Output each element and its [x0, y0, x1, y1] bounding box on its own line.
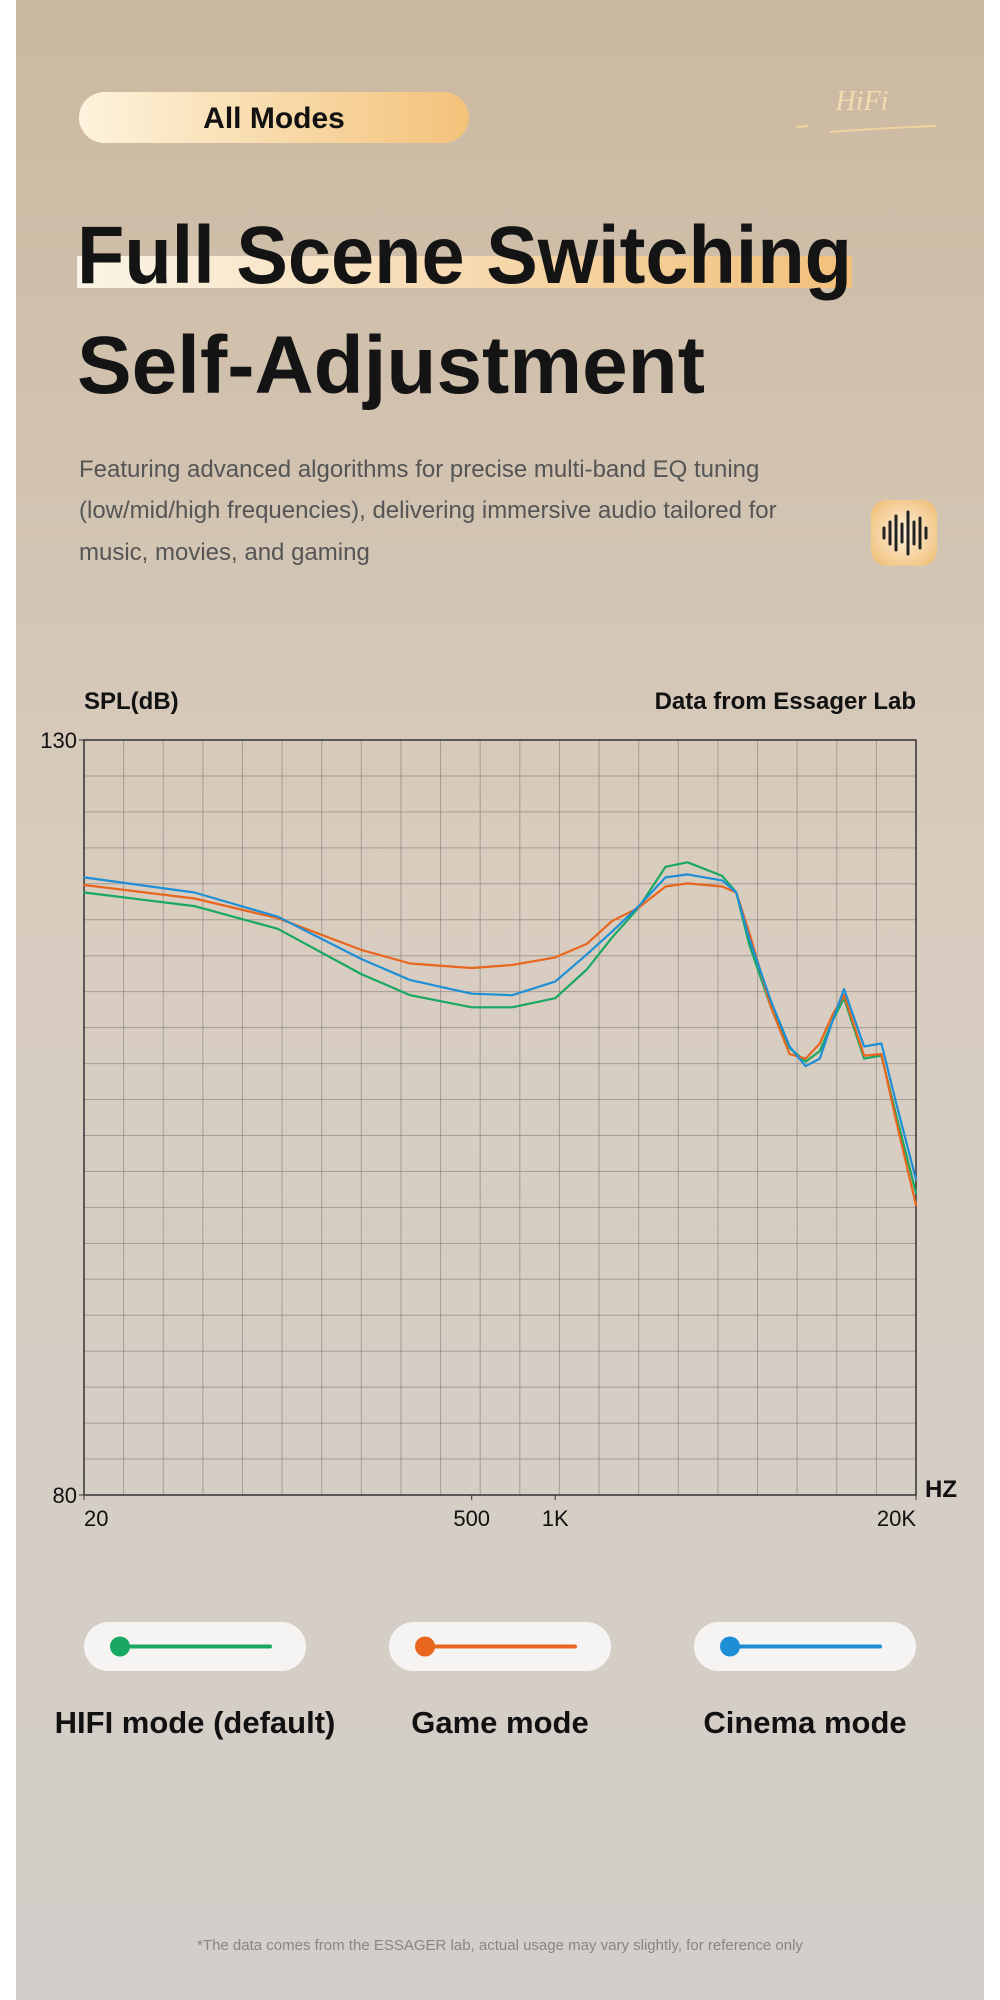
x-tick-label: 500 [453, 1506, 490, 1531]
legend-label: HIFI mode (default) [55, 1705, 336, 1740]
y-tick-label: 80 [53, 1483, 77, 1508]
logo: HiFi [835, 86, 889, 117]
series-line [82, 873, 918, 1181]
icon-background [871, 500, 937, 566]
legend-label: Cinema mode [703, 1705, 906, 1740]
plot-frame [83, 739, 917, 1496]
logo-swoosh [795, 125, 937, 133]
footnote: *The data comes from the ESSAGER lab, ac… [197, 1937, 803, 1954]
badge-text: All Modes [203, 102, 345, 135]
waveform-icon [871, 500, 937, 566]
description-line: (low/mid/high frequencies), delivering i… [79, 497, 777, 524]
x-tick-label: 20K [877, 1506, 916, 1531]
x-tick-label: 20 [84, 1506, 108, 1531]
series-line [82, 861, 918, 1195]
title-line: Full Scene Switching [77, 210, 852, 301]
title-line: Self-Adjustment [77, 320, 705, 411]
badge-pill [79, 92, 469, 143]
icon-bars [882, 510, 928, 556]
series-line [82, 882, 918, 1207]
legend-label: Game mode [411, 1705, 588, 1740]
description-line: Featuring advanced algorithms for precis… [79, 456, 759, 483]
x-tick-label: 1K [542, 1506, 569, 1531]
x-axis-label: HZ [925, 1476, 957, 1503]
y-axis-label: SPL(dB) [84, 688, 179, 715]
title-highlight [77, 256, 852, 288]
legend-swatch-dot [720, 1636, 740, 1657]
y-tick-label: 130 [40, 728, 77, 753]
data-source: Data from Essager Lab [655, 688, 916, 715]
legend-swatch-dot [415, 1636, 435, 1657]
description-line: music, movies, and gaming [79, 539, 370, 566]
legend-swatch-dot [110, 1636, 130, 1657]
